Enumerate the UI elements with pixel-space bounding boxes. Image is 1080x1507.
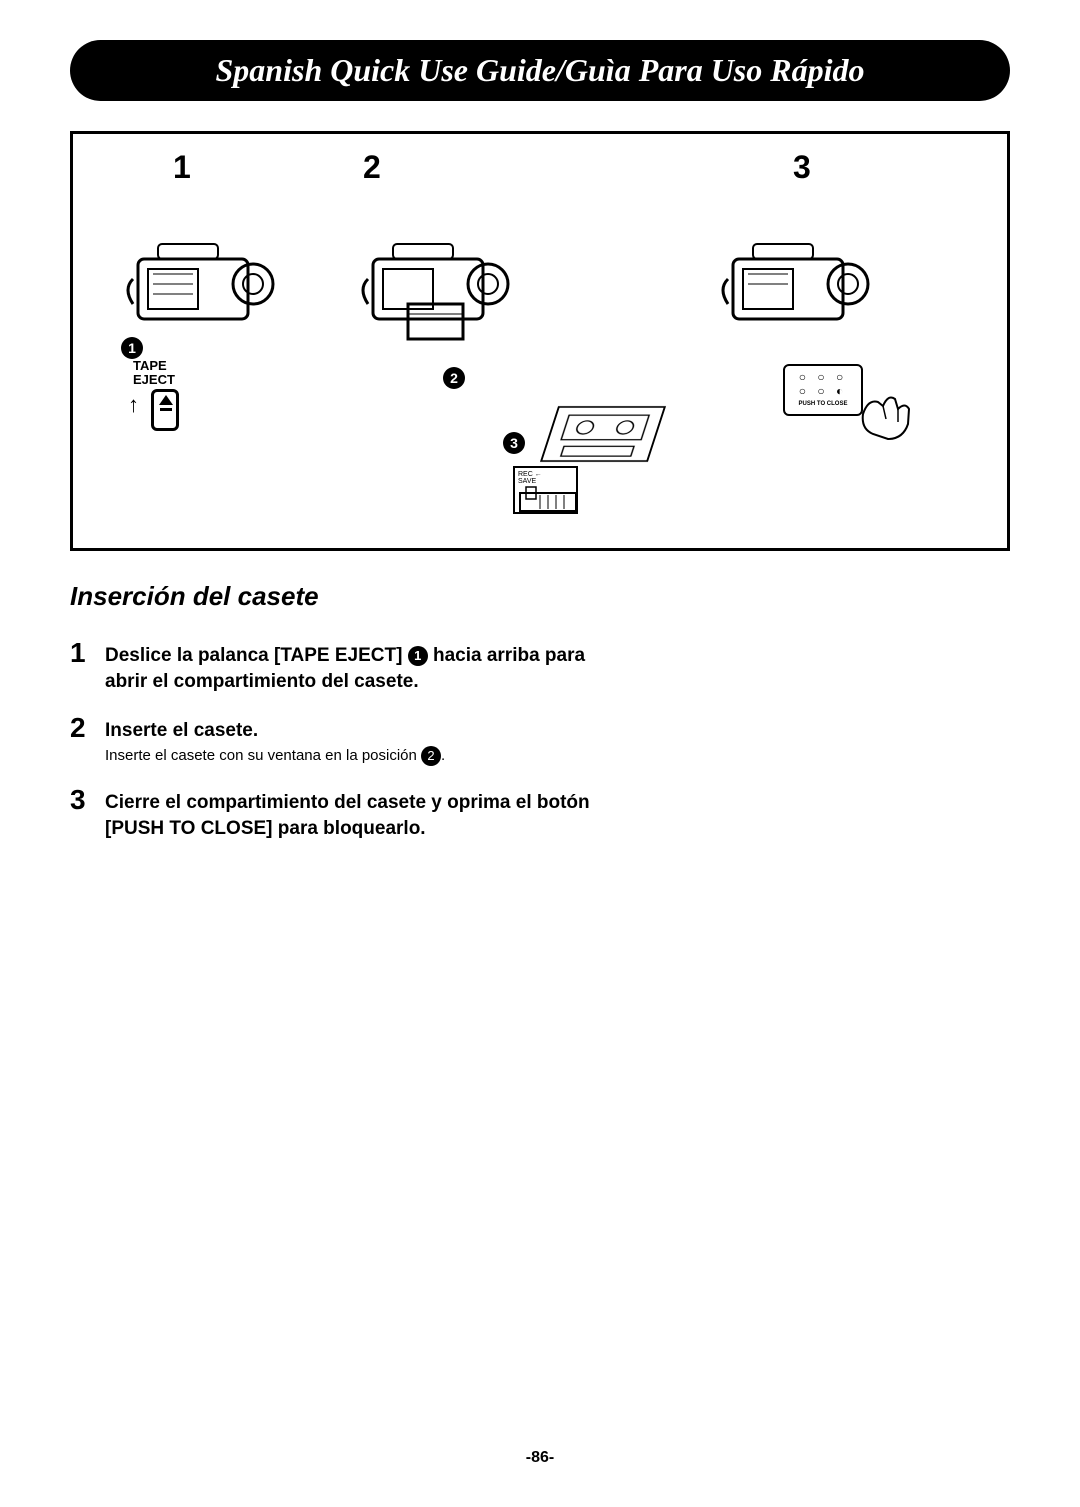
- inline-ref-1: 1: [408, 646, 428, 666]
- step-number: 1: [70, 637, 105, 669]
- diagram-col-1: 1: [173, 149, 191, 186]
- diagram-box: 1 2 3 TAPEEJECT ↑ 1 2 3: [70, 131, 1010, 551]
- camcorder-illustration-3: [713, 229, 883, 349]
- reference-circle-2: 2: [443, 367, 465, 389]
- inline-ref-2: 2: [421, 746, 441, 766]
- camcorder-illustration-2: [353, 229, 523, 349]
- eject-button-icon: [151, 389, 179, 431]
- up-arrow-icon: ↑: [128, 392, 139, 418]
- step-number: 2: [70, 712, 105, 744]
- step-1: 1 Deslice la palanca [TAPE EJECT] 1 haci…: [70, 637, 590, 694]
- diagram-col-3: 3: [793, 149, 811, 186]
- step-2-sub: Inserte el casete con su ventana en la p…: [105, 746, 445, 766]
- camcorder-illustration-1: [118, 229, 288, 349]
- rec-save-detail: REC ← SAVE: [513, 466, 578, 514]
- tape-eject-label: TAPEEJECT: [133, 359, 175, 388]
- reference-circle-3: 3: [503, 432, 525, 454]
- hand-icon: [853, 384, 923, 444]
- cassette-illustration: [539, 405, 668, 462]
- page-number: -86-: [0, 1449, 1080, 1467]
- step-2: 2 Inserte el casete. Inserte el casete c…: [70, 712, 590, 766]
- step-2-heading: Inserte el casete.: [105, 718, 445, 744]
- step-number: 3: [70, 784, 105, 816]
- reference-circle-1: 1: [121, 337, 143, 359]
- page-title-bar: Spanish Quick Use Guide/Guìa Para Uso Rá…: [70, 40, 1010, 101]
- diagram-col-2: 2: [363, 149, 381, 186]
- push-to-close-detail: ○ ○ ○ ○ ○ ◐ PUSH TO CLOSE: [783, 364, 863, 416]
- step-3-heading: Cierre el compartimiento del casete y op…: [105, 790, 590, 841]
- step-3: 3 Cierre el compartimiento del casete y …: [70, 784, 590, 841]
- section-title: Inserción del casete: [70, 581, 1010, 612]
- step-1-heading: Deslice la palanca [TAPE EJECT] 1 hacia …: [105, 643, 590, 694]
